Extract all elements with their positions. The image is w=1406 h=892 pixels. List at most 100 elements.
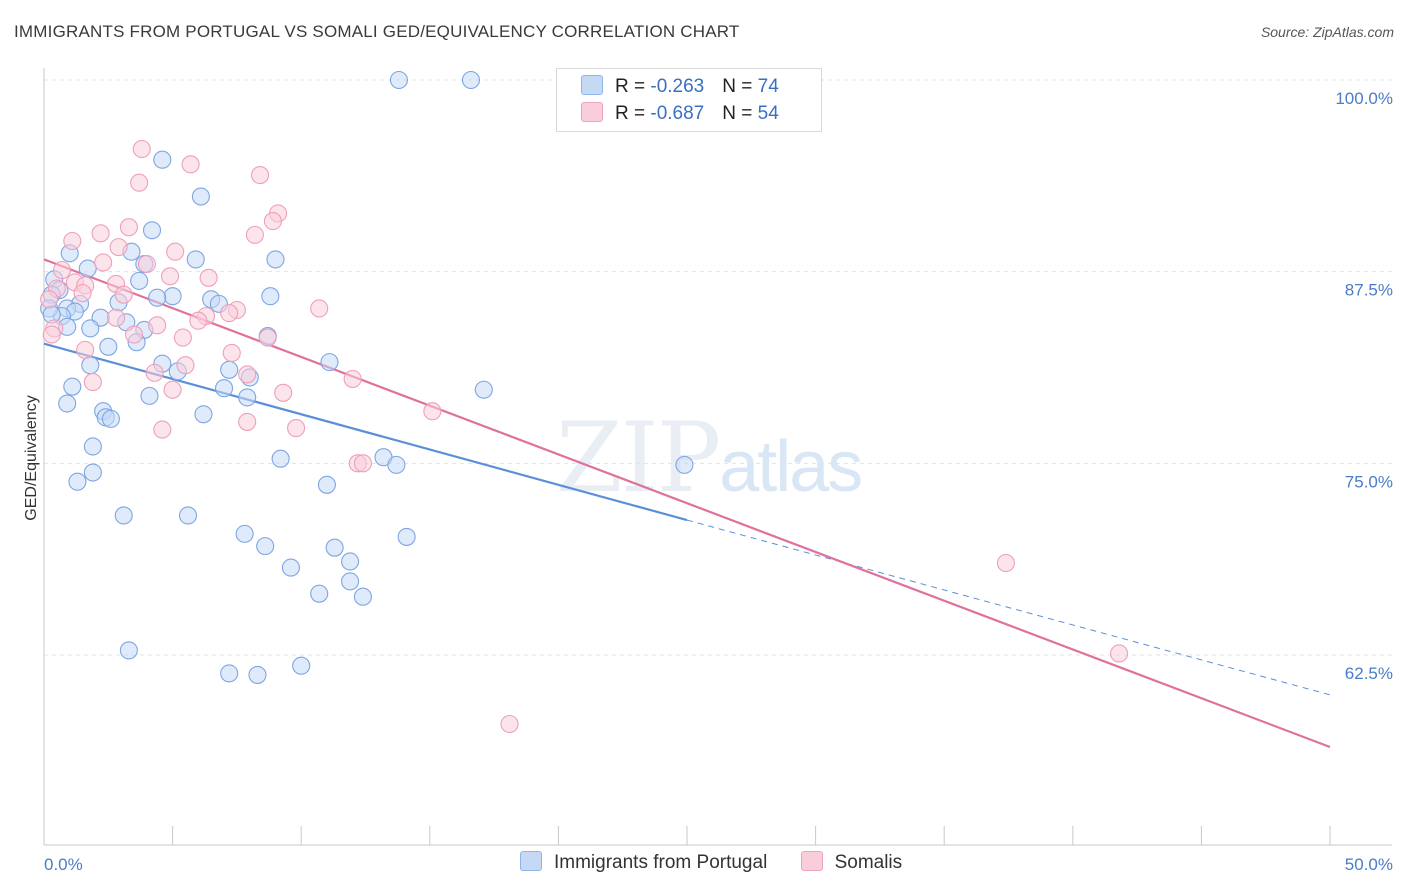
point-somalis bbox=[189, 311, 208, 330]
point-portugal bbox=[58, 394, 77, 413]
point-somalis bbox=[1110, 644, 1129, 663]
legend-swatch-portugal bbox=[581, 75, 603, 95]
point-portugal bbox=[163, 287, 182, 306]
point-portugal bbox=[341, 572, 360, 591]
point-somalis bbox=[114, 285, 133, 304]
point-portugal bbox=[194, 405, 213, 424]
point-somalis bbox=[124, 325, 144, 344]
point-somalis bbox=[176, 356, 195, 375]
point-portugal bbox=[220, 664, 239, 683]
point-portugal bbox=[101, 409, 120, 428]
point-somalis bbox=[148, 316, 167, 335]
y-tick-label: 87.5% bbox=[1345, 281, 1393, 300]
point-portugal bbox=[63, 377, 82, 396]
point-somalis bbox=[40, 290, 59, 309]
legend-n-value: 74 bbox=[757, 76, 779, 97]
point-portugal bbox=[142, 221, 162, 240]
point-portugal bbox=[317, 475, 336, 494]
watermark-atlas: atlas bbox=[719, 427, 863, 507]
point-portugal bbox=[148, 288, 167, 307]
point-somalis bbox=[166, 242, 185, 261]
point-portugal bbox=[99, 337, 118, 356]
point-somalis bbox=[94, 253, 113, 272]
point-portugal bbox=[387, 455, 406, 474]
point-portugal bbox=[140, 386, 159, 405]
point-portugal bbox=[341, 552, 360, 571]
point-somalis bbox=[199, 268, 218, 287]
point-somalis bbox=[287, 419, 306, 438]
point-portugal bbox=[266, 250, 285, 269]
y-tick-label: 75.0% bbox=[1345, 472, 1393, 491]
point-somalis bbox=[106, 308, 126, 327]
point-somalis bbox=[500, 714, 519, 734]
legend-n-label: N = bbox=[722, 76, 758, 97]
point-portugal bbox=[461, 70, 481, 90]
point-portugal bbox=[320, 353, 339, 372]
point-portugal bbox=[474, 380, 493, 399]
source-credit: Source: ZipAtlas.com bbox=[1260, 24, 1394, 40]
y-axis-label: GED/Equivalency bbox=[23, 395, 40, 520]
legend-n-value: 54 bbox=[757, 103, 779, 124]
point-somalis bbox=[423, 402, 442, 421]
point-portugal bbox=[389, 70, 408, 90]
legend-r-label: R = bbox=[615, 103, 651, 124]
point-portugal bbox=[130, 271, 149, 290]
point-portugal bbox=[238, 388, 257, 407]
point-somalis bbox=[222, 343, 241, 362]
point-portugal bbox=[281, 558, 300, 577]
point-somalis bbox=[343, 369, 362, 389]
point-portugal bbox=[214, 379, 234, 398]
point-somalis bbox=[353, 454, 372, 473]
series-swatch-somalis bbox=[800, 851, 823, 871]
point-portugal bbox=[114, 506, 133, 525]
point-somalis bbox=[220, 304, 239, 323]
point-portugal bbox=[271, 449, 290, 468]
point-portugal bbox=[248, 665, 267, 684]
legend-n-label: N = bbox=[722, 103, 758, 124]
point-portugal bbox=[220, 360, 239, 379]
point-somalis bbox=[63, 231, 82, 251]
point-portugal bbox=[153, 150, 172, 169]
point-somalis bbox=[996, 553, 1015, 573]
point-somalis bbox=[109, 238, 128, 257]
point-somalis bbox=[238, 412, 257, 431]
legend-row-portugal: R = -0.263 N = 74 bbox=[581, 75, 779, 101]
point-somalis bbox=[130, 173, 149, 192]
chart-title: IMMIGRANTS FROM PORTUGAL VS SOMALI GED/E… bbox=[14, 22, 740, 41]
series-legend-item-portugal: Immigrants from Portugal bbox=[520, 851, 767, 874]
point-portugal bbox=[178, 506, 198, 525]
trend-line-portugal-extension bbox=[686, 519, 1331, 696]
point-somalis bbox=[91, 224, 110, 243]
point-portugal bbox=[68, 472, 87, 491]
x-tick-label: 50.0% bbox=[1345, 855, 1393, 874]
point-portugal bbox=[83, 463, 102, 482]
y-tick-label: 62.5% bbox=[1345, 664, 1393, 683]
point-somalis bbox=[52, 261, 72, 280]
series-legend: Immigrants from Portugal Somalis bbox=[520, 851, 930, 874]
point-somalis bbox=[73, 284, 92, 303]
point-somalis bbox=[132, 139, 151, 159]
legend-row-somalis: R = -0.687 N = 54 bbox=[581, 102, 779, 128]
correlation-legend: R = -0.263 N = 74 R = -0.687 N = 54 bbox=[556, 68, 822, 132]
point-portugal bbox=[186, 250, 205, 269]
point-portugal bbox=[261, 287, 280, 306]
point-portugal bbox=[78, 259, 97, 278]
point-somalis bbox=[258, 328, 277, 347]
point-portugal bbox=[235, 524, 254, 543]
point-somalis bbox=[173, 328, 192, 347]
series-swatch-portugal bbox=[520, 851, 542, 871]
point-portugal bbox=[83, 437, 102, 456]
x-tick-label: 0.0% bbox=[44, 855, 83, 874]
point-somalis bbox=[153, 420, 172, 439]
point-somalis bbox=[245, 225, 264, 244]
point-somalis bbox=[250, 166, 270, 185]
point-somalis bbox=[145, 363, 164, 382]
axis-labels: 62.5% 75.0% 87.5% 100.0% 0.0% 50.0% GED/Equiva… bbox=[23, 89, 1393, 874]
watermark: ZIPatlas bbox=[556, 402, 863, 514]
legend-swatch-somalis bbox=[581, 102, 603, 122]
axes bbox=[43, 68, 1392, 846]
trend-line-somalis bbox=[43, 258, 1331, 749]
point-portugal bbox=[81, 319, 100, 338]
legend-r-value: -0.263 bbox=[650, 76, 705, 97]
